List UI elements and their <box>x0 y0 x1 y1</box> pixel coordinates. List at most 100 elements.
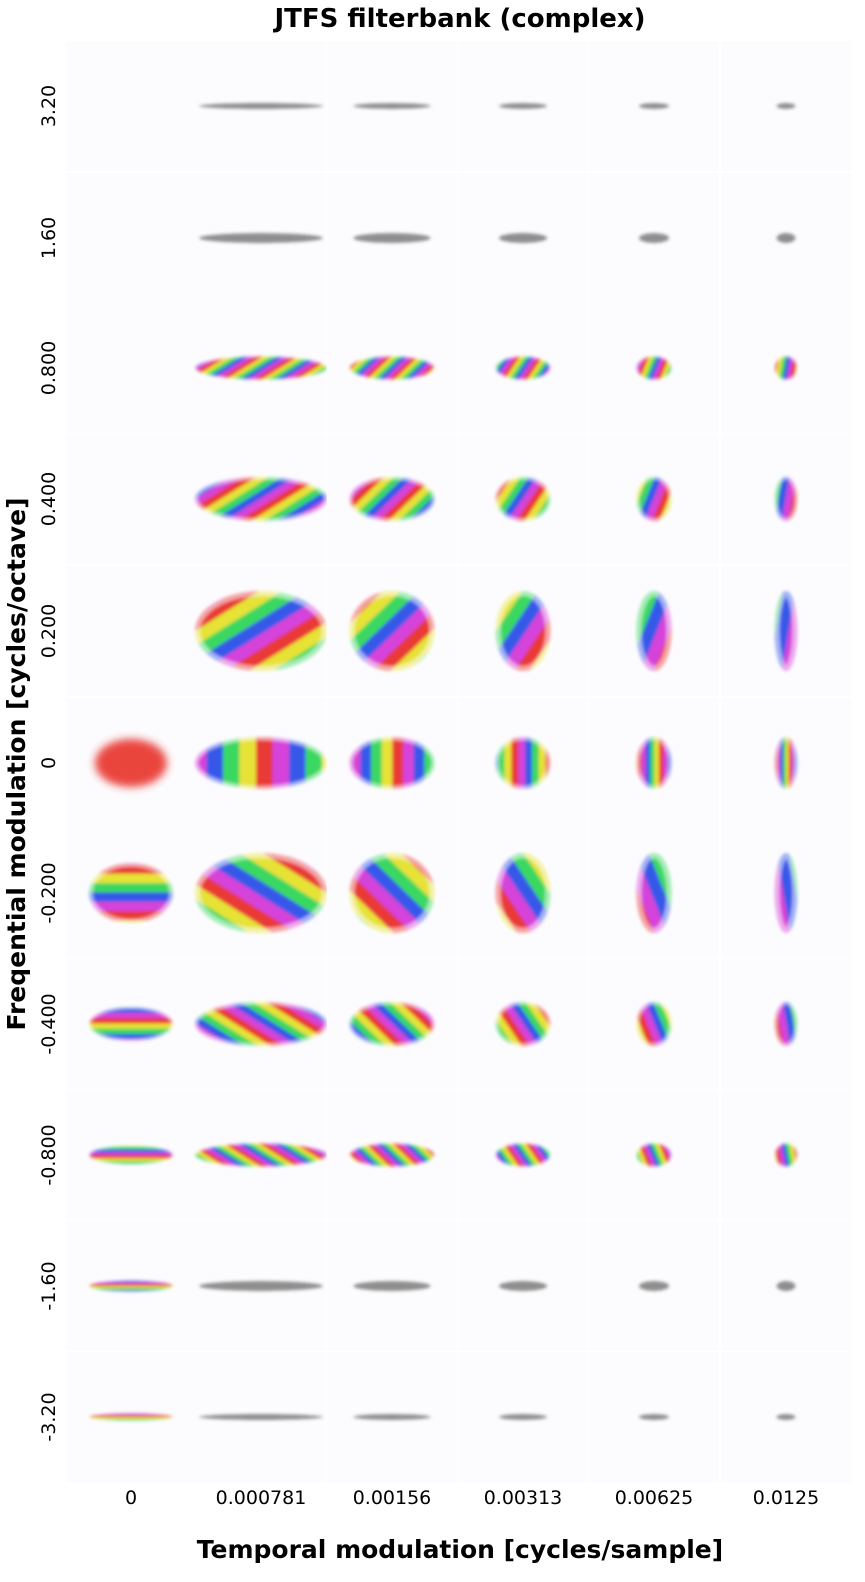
filter-cell <box>589 698 719 828</box>
filter-kernel <box>353 233 431 243</box>
filter-cell <box>458 434 588 564</box>
filter-cell <box>327 1090 457 1220</box>
filter-envelope <box>353 1414 431 1420</box>
filter-kernel <box>776 103 796 109</box>
filter-envelope <box>199 233 323 243</box>
filter-cell <box>195 566 327 696</box>
filter-envelope <box>498 103 548 109</box>
filter-kernel <box>774 1142 798 1168</box>
filter-envelope <box>498 1414 548 1420</box>
filter-cell <box>458 1352 588 1482</box>
cell-background <box>66 434 196 564</box>
filter-kernel <box>195 1001 327 1047</box>
filter-cell <box>66 1090 196 1220</box>
filter-cell <box>721 698 851 828</box>
filter-cell <box>458 1221 588 1351</box>
filter-cell <box>721 1221 851 1351</box>
filter-envelope <box>638 1414 670 1420</box>
x-tick-label: 0.0125 <box>753 1487 819 1509</box>
filter-kernel <box>349 1142 435 1168</box>
filter-cell <box>66 959 196 1089</box>
filter-cell <box>721 41 851 171</box>
filter-kernel <box>498 1414 548 1420</box>
y-tick-label: -1.60 <box>38 1261 60 1310</box>
x-tick-labels: 0 0.000781 0.00156 0.00313 0.00625 0.0125 <box>125 1487 819 1509</box>
filter-kernel <box>89 1145 173 1165</box>
filter-cell <box>589 1221 719 1351</box>
y-tick-label: -0.400 <box>38 993 60 1054</box>
filter-cell <box>721 303 851 433</box>
y-tick-label: -0.200 <box>38 862 60 923</box>
filter-kernel <box>774 853 798 933</box>
filter-cell <box>721 959 851 1089</box>
filter-cell <box>195 828 327 958</box>
filter-kernel <box>498 233 548 243</box>
filter-kernel <box>349 1001 435 1047</box>
filter-cell <box>66 41 196 171</box>
chart-title: JTFS filterbank (complex) <box>272 4 645 34</box>
filter-kernel <box>353 1414 431 1420</box>
filter-kernel <box>776 1281 796 1291</box>
y-axis-label: Freqential modulation [cycles/octave] <box>2 497 31 1030</box>
filter-cell <box>721 173 851 303</box>
y-tick-label: 0 <box>38 757 60 769</box>
filter-cell <box>66 566 196 696</box>
filter-cell <box>589 173 719 303</box>
filter-kernel <box>638 1414 670 1420</box>
filter-envelope <box>353 103 431 109</box>
filter-cell <box>327 566 457 696</box>
filter-cell <box>458 566 588 696</box>
filter-cell <box>589 1090 719 1220</box>
filter-cell <box>66 303 196 433</box>
y-tick-label: 1.60 <box>38 217 60 259</box>
filter-kernel <box>636 591 672 671</box>
filter-envelope <box>638 1281 670 1291</box>
filter-kernel <box>353 103 431 109</box>
filter-kernel <box>638 1281 670 1291</box>
filter-cell <box>327 41 457 171</box>
filter-envelope <box>199 1281 323 1291</box>
filter-kernel <box>195 737 327 789</box>
filter-cell <box>589 41 719 171</box>
filter-kernel <box>195 476 327 522</box>
y-tick-label: -3.20 <box>38 1392 60 1441</box>
y-tick-label: 0.400 <box>38 472 60 526</box>
filter-cell <box>195 698 327 828</box>
x-axis-label: Temporal modulation [cycles/sample] <box>197 1535 723 1564</box>
filter-kernel <box>636 1001 672 1047</box>
filter-cell <box>327 1352 457 1482</box>
filter-cell <box>327 828 457 958</box>
filter-cell <box>327 959 457 1089</box>
filter-cell <box>721 1352 851 1482</box>
filter-cell <box>66 1352 196 1482</box>
y-tick-labels: 3.20 1.60 0.800 0.400 0.200 0 -0.200 -0.400 -0.8… <box>38 85 60 1442</box>
filter-cell <box>327 303 457 433</box>
filter-cell <box>327 1221 457 1351</box>
filter-cell <box>66 173 196 303</box>
x-tick-label: 0.00156 <box>353 1487 432 1509</box>
filter-cell <box>327 173 457 303</box>
filter-envelope <box>776 1281 796 1291</box>
filter-kernel <box>495 591 551 671</box>
filter-grid <box>66 41 851 1482</box>
filter-kernel <box>636 737 672 789</box>
x-tick-label: 0.00313 <box>484 1487 563 1509</box>
filter-cell <box>66 828 196 958</box>
filter-cell <box>589 959 719 1089</box>
y-tick-label: 0.800 <box>38 341 60 395</box>
filter-cell <box>589 434 719 564</box>
filter-cell <box>458 959 588 1089</box>
filter-kernel <box>774 591 798 671</box>
filter-cell <box>195 1090 327 1220</box>
filter-kernel <box>495 853 551 933</box>
filter-cell <box>327 434 457 564</box>
cell-background <box>66 41 196 171</box>
filter-cell <box>721 1090 851 1220</box>
y-tick-label: -0.800 <box>38 1124 60 1185</box>
y-tick-label: 0.200 <box>38 604 60 658</box>
filter-kernel <box>199 1414 323 1420</box>
cell-background <box>66 303 196 433</box>
filter-cell <box>589 303 719 433</box>
filter-kernel <box>636 476 672 522</box>
